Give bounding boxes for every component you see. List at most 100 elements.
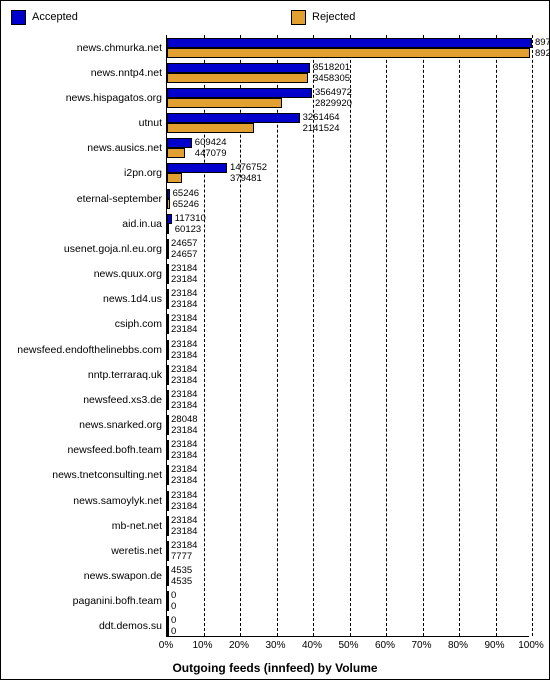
category-label: news.hispagatos.org — [66, 92, 162, 104]
bar-value-rejected: 7777 — [171, 552, 192, 562]
bar-accepted — [167, 38, 532, 48]
category-label: news.quux.org — [94, 268, 162, 280]
bar-rejected — [167, 98, 282, 108]
grid-line — [277, 35, 278, 636]
category-label: weretis.net — [111, 545, 162, 557]
category-row: usenet.goja.nl.eu.org — [1, 236, 166, 261]
grid-line — [386, 35, 387, 636]
bar-accepted — [167, 214, 172, 224]
category-label: aid.in.ua — [122, 218, 162, 230]
bar-accepted — [167, 440, 169, 450]
x-axis-title: Outgoing feeds (innfeed) by Volume — [1, 661, 549, 675]
chart-frame: Accepted Rejected news.chmurka.net news.nn… — [0, 0, 550, 680]
bar-rejected — [167, 626, 169, 636]
bar-accepted — [167, 63, 310, 73]
category-row: news.quux.org — [1, 262, 166, 287]
bar-value-rejected: 3458305 — [313, 74, 350, 84]
category-label: newsfeed.endofthelinebbs.com — [17, 344, 162, 356]
category-row: news.snarked.org — [1, 413, 166, 438]
category-row: news.1d4.us — [1, 287, 166, 312]
bar-rejected — [167, 400, 169, 410]
category-label: utnut — [139, 117, 162, 129]
bar-rejected — [167, 123, 254, 133]
bar-value-accepted: 28048 — [171, 415, 197, 425]
plot-area: news.chmurka.net news.nntp4.net news.hispa… — [1, 35, 549, 651]
bar-rejected — [167, 526, 169, 536]
category-label: news.samoylyk.net — [73, 495, 162, 507]
bar-value-accepted: 3261464 — [303, 113, 340, 123]
x-tick-label: 50% — [338, 640, 358, 651]
bar-accepted — [167, 113, 300, 123]
bar-rejected — [167, 73, 308, 83]
bar-value-accepted: 1476752 — [230, 163, 267, 173]
x-tick-label: 20% — [229, 640, 249, 651]
bar-value-accepted: 0 — [171, 616, 176, 626]
category-label: usenet.goja.nl.eu.org — [64, 243, 162, 255]
bar-accepted — [167, 465, 169, 475]
x-tick-label: 80% — [448, 640, 468, 651]
bar-accepted — [167, 88, 312, 98]
bar-accepted — [167, 541, 169, 551]
bar-value-accepted: 609424 — [195, 138, 227, 148]
category-label: news.nntp4.net — [91, 67, 162, 79]
bar-rejected — [167, 148, 185, 158]
category-row: newsfeed.endofthelinebbs.com — [1, 337, 166, 362]
category-label: csiph.com — [115, 318, 162, 330]
category-row: news.samoylyk.net — [1, 488, 166, 513]
bar-value-rejected: 2141524 — [303, 124, 340, 134]
bar-rejected — [167, 249, 169, 259]
bar-value-rejected: 23184 — [171, 300, 197, 310]
bar-value-accepted: 24657 — [171, 239, 197, 249]
bar-value-rejected: 23184 — [171, 351, 197, 361]
bar-value-rejected: 0 — [171, 627, 176, 637]
y-axis-labels: news.chmurka.net news.nntp4.net news.hispa… — [1, 35, 166, 651]
bar-value-rejected: 23184 — [171, 325, 197, 335]
bar-value-rejected: 23184 — [171, 426, 197, 436]
category-label: news.snarked.org — [79, 419, 162, 431]
bar-rejected — [167, 224, 169, 234]
bar-value-accepted: 23184 — [171, 264, 197, 274]
category-label: newsfeed.xs3.de — [83, 394, 162, 406]
bar-value-rejected: 23184 — [171, 376, 197, 386]
category-label: news.ausics.net — [87, 142, 162, 154]
bar-rejected — [167, 299, 169, 309]
bar-value-rejected: 65246 — [173, 200, 199, 210]
bar-value-accepted: 0 — [171, 591, 176, 601]
bar-value-rejected: 23184 — [171, 476, 197, 486]
category-label: news.1d4.us — [103, 293, 162, 305]
bar-value-accepted: 65246 — [173, 189, 199, 199]
bar-rejected — [167, 475, 169, 485]
bar-accepted — [167, 365, 169, 375]
bar-value-rejected: 379481 — [230, 174, 262, 184]
category-row: newsfeed.xs3.de — [1, 387, 166, 412]
category-row: news.hispagatos.org — [1, 85, 166, 110]
bar-rejected — [167, 350, 169, 360]
bar-accepted — [167, 163, 227, 173]
bar-value-accepted: 23184 — [171, 289, 197, 299]
bar-rejected — [167, 48, 530, 58]
x-tick-label: 60% — [375, 640, 395, 651]
bar-accepted — [167, 616, 169, 626]
bar-value-rejected: 24657 — [171, 250, 197, 260]
bar-value-rejected: 2829920 — [315, 99, 352, 109]
bar-value-accepted: 4535 — [171, 566, 192, 576]
category-label: i2pn.org — [124, 167, 162, 179]
bar-accepted — [167, 314, 169, 324]
category-label: news.tnetconsulting.net — [52, 469, 162, 481]
category-row: utnut — [1, 111, 166, 136]
legend-label: Rejected — [312, 11, 355, 23]
x-tick-label: 100% — [518, 640, 544, 651]
x-tick-label: 10% — [192, 640, 212, 651]
bar-value-rejected: 447079 — [195, 149, 227, 159]
category-row: nntp.terraraq.uk — [1, 362, 166, 387]
x-tick-label: 70% — [411, 640, 431, 651]
bar-rejected — [167, 551, 169, 561]
bar-rejected — [167, 199, 170, 209]
grid-line — [423, 35, 424, 636]
category-row: news.chmurka.net — [1, 35, 166, 60]
bar-accepted — [167, 591, 169, 601]
bar-value-accepted: 23184 — [171, 314, 197, 324]
bar-accepted — [167, 189, 170, 199]
legend-label: Accepted — [32, 11, 78, 23]
category-row: news.tnetconsulting.net — [1, 463, 166, 488]
